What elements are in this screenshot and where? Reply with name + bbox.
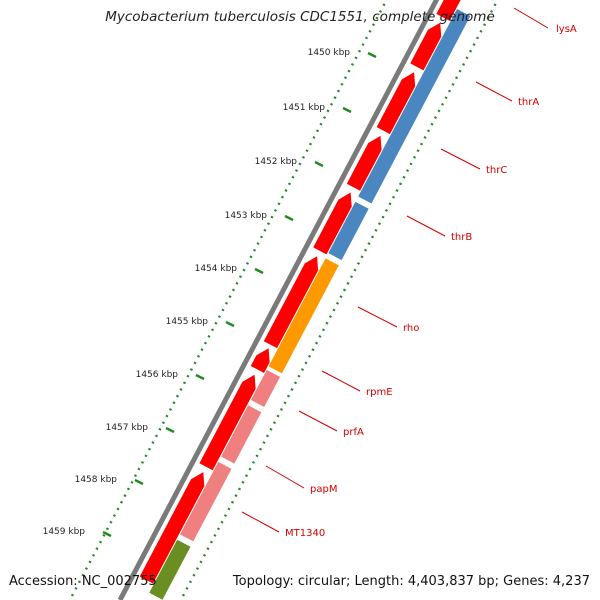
ruler-tick	[284, 214, 294, 222]
feature-bar-pink-1	[180, 461, 232, 542]
ruler-tick-label: 1456 kbp	[136, 370, 179, 380]
ruler-tick	[225, 320, 235, 328]
leader-line	[475, 81, 513, 102]
gene-features	[139, 0, 471, 600]
ruler-tick-label: 1453 kbp	[225, 211, 268, 221]
gene-label-thrA: thrA	[518, 97, 539, 108]
gene-label-papM: papM	[310, 484, 337, 495]
leader-line	[406, 215, 446, 237]
inner-dot-line	[181, 0, 499, 597]
ruler-tick	[254, 267, 264, 275]
cds-arrow-9	[436, 0, 461, 21]
gene-labels: lysA thrA thrC thrB rho rpmE prfA papM MT1340	[241, 7, 577, 539]
ruler-tick	[134, 478, 144, 486]
ruler-tick	[195, 373, 205, 381]
leader-line	[265, 465, 305, 489]
feature-bar-olive	[149, 539, 191, 600]
gene-label-prfA: prfA	[343, 427, 364, 438]
leader-line	[241, 511, 280, 533]
backbone-line	[117, 0, 440, 600]
cds-arrow-7	[376, 72, 416, 135]
accession-label: Accession: NC_002755	[9, 574, 157, 589]
genome-summary: Topology: circular; Length: 4,403,837 bp…	[232, 574, 590, 589]
cds-arrow-2	[199, 374, 256, 471]
ruler-tick-label: 1451 kbp	[283, 103, 326, 113]
leader-line	[357, 306, 398, 328]
cds-arrow-8	[410, 22, 442, 71]
kbp-ruler: 1450 kbp 1451 kbp 1452 kbp 1453 kbp 1454 kbp…	[43, 48, 377, 538]
outer-dot-line	[70, 0, 388, 597]
ruler-tick-label: 1452 kbp	[255, 157, 298, 167]
cds-arrow-6	[346, 135, 382, 191]
gene-label-MT1340: MT1340	[285, 528, 325, 539]
gc-skew-track-outer	[70, 0, 388, 597]
feature-bar-orange	[268, 258, 339, 374]
gene-label-thrB: thrB	[451, 232, 472, 243]
gene-label-rpmE: rpmE	[366, 387, 393, 398]
ruler-tick	[102, 530, 112, 538]
feature-bar-blue-1	[328, 201, 369, 261]
gene-label-thrC: thrC	[486, 165, 507, 176]
ruler-tick-label: 1458 kbp	[75, 475, 118, 485]
leader-line	[321, 370, 361, 392]
ruler-tick	[314, 160, 324, 168]
ruler-tick-label: 1454 kbp	[195, 264, 238, 274]
ruler-tick	[367, 51, 377, 59]
gene-label-lysA: lysA	[556, 24, 577, 35]
ruler-tick-label: 1457 kbp	[106, 423, 149, 433]
gc-content-track-inner	[181, 0, 499, 597]
map-title: Mycobacterium tuberculosis CDC1551, comp…	[105, 9, 495, 25]
ruler-tick	[342, 106, 352, 114]
gene-label-rho: rho	[403, 323, 419, 334]
ruler-tick-label: 1450 kbp	[308, 48, 351, 58]
cds-arrow-4	[263, 256, 319, 349]
cds-arrow-5	[313, 192, 352, 255]
leader-line	[513, 7, 549, 29]
cds-arrow-1	[139, 472, 205, 584]
ruler-tick-label: 1455 kbp	[166, 317, 209, 327]
ruler-tick-label: 1459 kbp	[43, 527, 86, 537]
leader-line	[298, 410, 338, 432]
ruler-tick	[165, 426, 175, 434]
genome-backbone	[117, 0, 440, 600]
leader-line	[440, 148, 481, 170]
cds-arrow-3	[250, 348, 270, 373]
feature-bar-pink-2	[221, 405, 262, 464]
feature-bar-blue-2	[358, 8, 471, 204]
feature-bar-pink-3	[250, 369, 281, 407]
